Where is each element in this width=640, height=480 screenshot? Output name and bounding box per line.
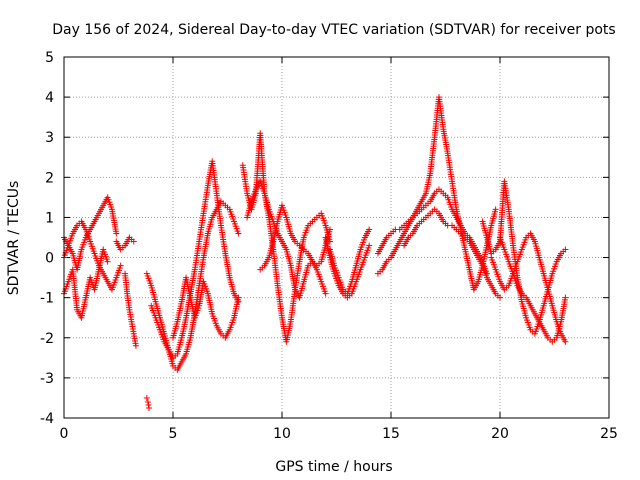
x-tick-label: 0 bbox=[60, 426, 69, 442]
data-point bbox=[144, 398, 151, 405]
y-tick-label: -4 bbox=[40, 411, 54, 427]
data-point bbox=[146, 404, 153, 411]
data-point bbox=[562, 294, 569, 301]
data-point bbox=[117, 262, 124, 269]
x-tick-label: 10 bbox=[273, 426, 291, 442]
y-tick-label: 4 bbox=[45, 90, 54, 106]
data-point bbox=[326, 226, 333, 233]
plot-frame bbox=[63, 56, 610, 419]
data-point bbox=[492, 206, 499, 213]
y-tick-label: -1 bbox=[40, 291, 54, 307]
y-tick-label: -2 bbox=[40, 331, 54, 347]
data-point bbox=[145, 401, 152, 408]
data-point bbox=[366, 226, 373, 233]
data-points bbox=[61, 94, 569, 411]
x-tick-labels: 0 5 10 15 20 25 bbox=[60, 426, 618, 442]
y-tick-label: 0 bbox=[45, 251, 54, 267]
data-point bbox=[235, 230, 242, 237]
data-point bbox=[322, 290, 329, 297]
data-point bbox=[562, 246, 569, 253]
data-point bbox=[130, 238, 137, 245]
y-tick-label: 1 bbox=[45, 210, 54, 226]
x-axis-title: GPS time / hours bbox=[275, 459, 392, 475]
y-axis-title: SDTVAR / TECUs bbox=[6, 181, 22, 296]
data-point bbox=[132, 342, 139, 349]
x-tick-label: 25 bbox=[600, 426, 618, 442]
x-tick-label: 5 bbox=[169, 426, 178, 442]
data-point bbox=[235, 294, 242, 301]
data-point bbox=[104, 258, 111, 265]
data-point bbox=[143, 394, 150, 401]
data-point bbox=[562, 338, 569, 345]
y-tick-label: 5 bbox=[45, 50, 54, 66]
chart-title: Day 156 of 2024, Sidereal Day-to-day VTE… bbox=[52, 22, 615, 38]
y-tick-label: 2 bbox=[45, 170, 54, 186]
y-tick-label: -3 bbox=[40, 371, 54, 387]
x-tick-label: 20 bbox=[491, 426, 509, 442]
y-tick-label: 3 bbox=[45, 130, 54, 146]
data-point bbox=[497, 294, 503, 301]
x-tick-label: 15 bbox=[382, 426, 400, 442]
data-point bbox=[113, 230, 120, 237]
data-point bbox=[366, 242, 373, 249]
y-tick-labels: -4 -3 -2 -1 0 1 2 3 4 5 bbox=[40, 50, 54, 427]
